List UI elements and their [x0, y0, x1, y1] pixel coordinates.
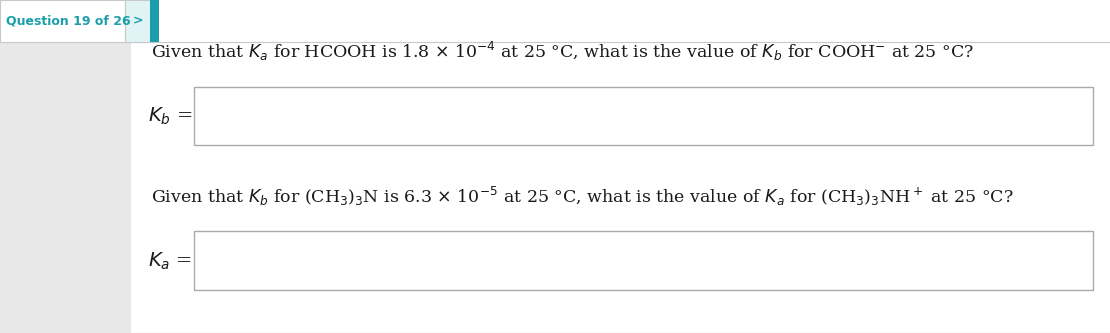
Text: $K_b$ =: $K_b$ =: [148, 106, 192, 127]
Bar: [131, 0, 1110, 333]
Bar: [194, 231, 1093, 290]
Text: Question 19 of 26: Question 19 of 26: [6, 14, 130, 27]
Bar: [150, 0, 159, 42]
Text: Given that $K_b$ for (CH$_3$)$_3$N is 6.3 $\times$ 10$^{-5}$ at 25 °C, what is t: Given that $K_b$ for (CH$_3$)$_3$N is 6.…: [151, 185, 1013, 208]
Text: $K_a$ =: $K_a$ =: [148, 251, 192, 272]
Text: >: >: [132, 14, 143, 27]
Bar: [0, 0, 131, 333]
Bar: [0, 0, 125, 42]
Bar: [125, 0, 150, 42]
Bar: [194, 87, 1093, 145]
Text: Given that $K_a$ for HCOOH is 1.8 $\times$ 10$^{-4}$ at 25 °C, what is the value: Given that $K_a$ for HCOOH is 1.8 $\time…: [151, 40, 973, 63]
